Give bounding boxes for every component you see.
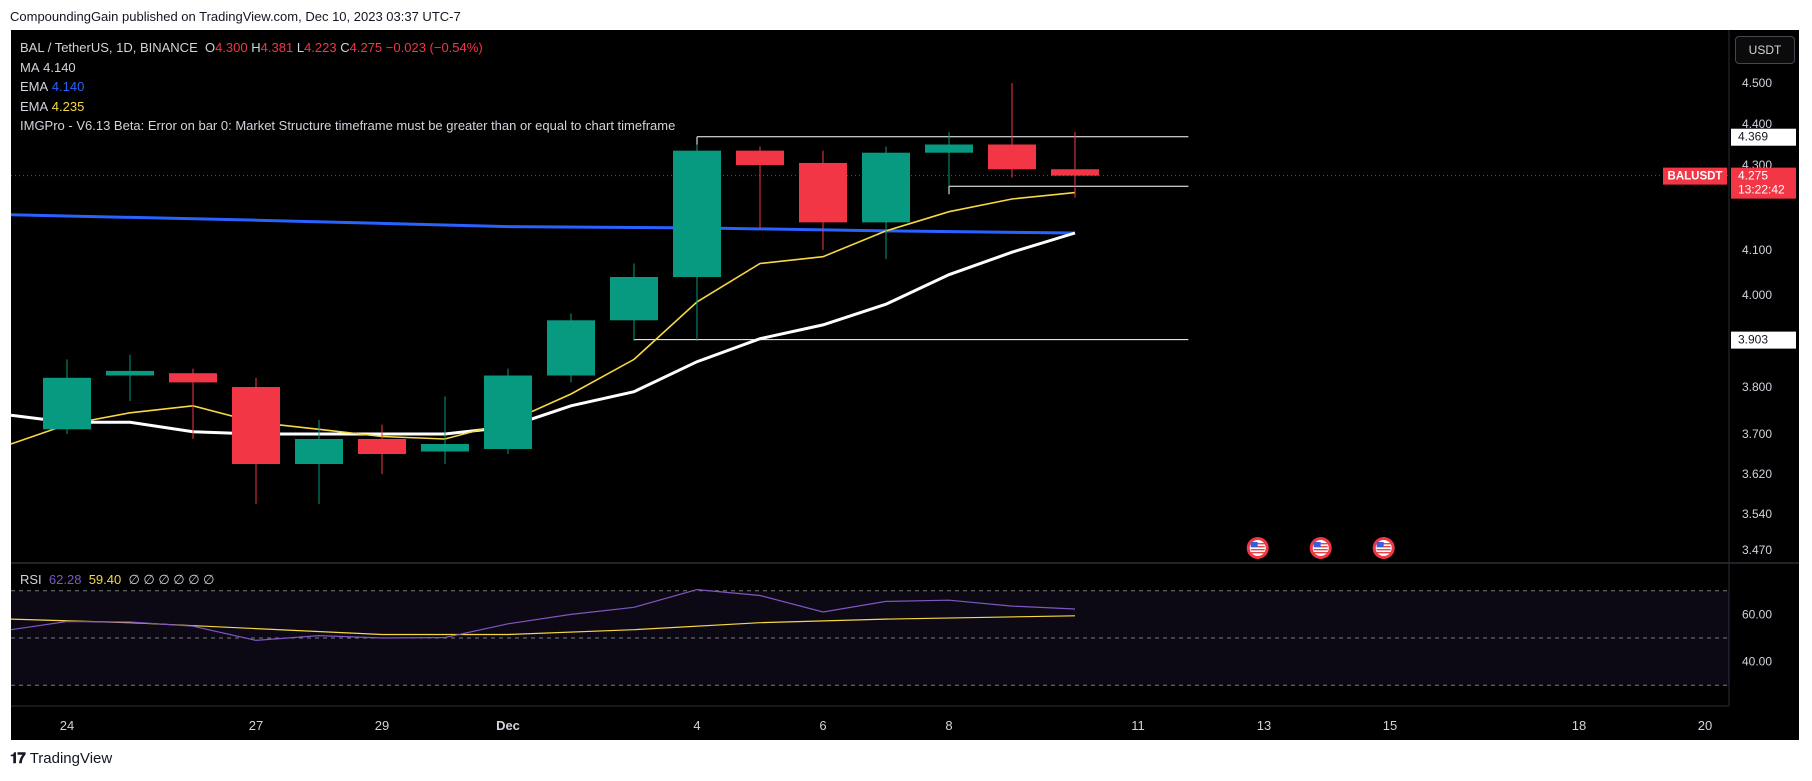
ema2-label: EMA — [20, 98, 49, 114]
time-tick-label: 15 — [1383, 718, 1397, 733]
time-tick-label: 24 — [60, 718, 74, 733]
price-tick-label: 4.100 — [1742, 243, 1772, 257]
price-label-bg-0 — [1731, 128, 1796, 146]
rsi-tick-label: 40.00 — [1742, 655, 1772, 669]
price-label-bg-3 — [1731, 167, 1796, 185]
ohlc-row: BAL / TetherUS, 1D, BINANCE O4.300 H4.38… — [20, 38, 675, 58]
price-label-bg-2 — [1731, 331, 1796, 349]
price-tick-label: 3.470 — [1742, 543, 1772, 557]
imgpro-error: IMGPro - V6.13 Beta: Error on bar 0: Mar… — [20, 118, 676, 133]
candle-body-4[interactable] — [295, 439, 343, 464]
time-tick-label: 13 — [1257, 718, 1271, 733]
ema2-row[interactable]: EMA 4.235 — [20, 97, 675, 117]
candle-body-11[interactable] — [736, 150, 784, 165]
ma-row[interactable]: MA 4.140 — [20, 58, 675, 78]
rsi-label: RSI — [20, 572, 42, 587]
change-value: −0.023 (−0.54%) — [385, 40, 483, 55]
price-tick-label: 3.700 — [1742, 427, 1772, 441]
price-tick-label: 3.800 — [1742, 380, 1772, 394]
price-label-bg-4 — [1731, 181, 1796, 199]
candle-body-6[interactable] — [421, 444, 469, 452]
time-tick-label: 29 — [375, 718, 389, 733]
candle-body-14[interactable] — [925, 144, 973, 153]
ema2-value: 4.235 — [51, 98, 85, 114]
time-tick-label: Dec — [496, 718, 520, 733]
ma-label: MA — [20, 59, 40, 75]
ma-line[interactable] — [10, 213, 1076, 235]
imgpro-row[interactable]: IMGPro - V6.13 Beta: Error on bar 0: Mar… — [20, 116, 675, 136]
open-label: O — [204, 40, 216, 55]
time-tick-label: 4 — [693, 718, 700, 733]
candle-body-10[interactable] — [673, 150, 721, 277]
rsi-tick-label: 60.00 — [1742, 607, 1772, 621]
ema-slow-line[interactable] — [10, 231, 1076, 436]
time-tick-label: 27 — [249, 718, 263, 733]
close-label: C — [340, 40, 350, 55]
candle-body-9[interactable] — [610, 277, 658, 321]
low-label: L — [296, 40, 305, 55]
candle-body-12[interactable] — [799, 162, 847, 223]
rsi-extra-values: ∅ ∅ ∅ ∅ ∅ ∅ — [128, 572, 215, 587]
time-tick-label: 8 — [945, 718, 952, 733]
ema1-label: EMA — [20, 79, 49, 94]
price-label-2: 3.903 — [1738, 333, 1768, 347]
candle-body-3[interactable] — [232, 387, 280, 464]
high-label: H — [251, 40, 261, 55]
price-legend: BAL / TetherUS, 1D, BINANCE O4.300 H4.38… — [20, 38, 675, 136]
candle-body-16[interactable] — [1051, 169, 1099, 176]
us-flag-icon[interactable] — [1309, 537, 1332, 559]
price-tick-label: 4.000 — [1742, 288, 1772, 302]
candle-body-7[interactable] — [484, 375, 532, 450]
candle-body-1[interactable] — [106, 370, 154, 376]
ema1-value: 4.140 — [51, 79, 85, 94]
us-flag-icon[interactable] — [1372, 537, 1395, 559]
ema1-row[interactable]: EMA 4.140 — [20, 77, 675, 97]
price-tick-label: 4.400 — [1742, 117, 1772, 131]
tradingview-logo-icon: 𝟏𝟕 — [10, 750, 26, 767]
publisher-line: CompoundingGain published on TradingView… — [10, 9, 461, 24]
time-tick-label: 6 — [819, 718, 826, 733]
ma-value: 4.140 — [43, 59, 76, 75]
footer-brand[interactable]: 𝟏𝟕 TradingView — [10, 750, 112, 767]
price-label-0: 4.369 — [1738, 130, 1768, 144]
symbol-title[interactable]: BAL / TetherUS, 1D, BINANCE — [20, 40, 198, 55]
footer-brand-label: TradingView — [29, 750, 113, 767]
time-tick-label: 20 — [1698, 718, 1712, 733]
ema-fast-line[interactable] — [10, 191, 1076, 445]
symbol-tag-bg — [1663, 167, 1727, 185]
rsi-line[interactable] — [10, 588, 1076, 642]
price-tick-label: 3.540 — [1742, 507, 1772, 521]
symbol-tag: BALUSDT — [1668, 171, 1723, 183]
low-value: 4.223 — [304, 40, 337, 55]
price-label-3: 4.275 — [1738, 169, 1768, 183]
open-value: 4.300 — [215, 40, 248, 55]
candle-body-8[interactable] — [547, 320, 595, 376]
candle-body-2[interactable] — [169, 373, 217, 383]
rsi-ma-value: 59.40 — [88, 572, 122, 587]
candle-body-5[interactable] — [358, 439, 406, 454]
price-tick-label: 4.500 — [1742, 76, 1772, 90]
high-value: 4.381 — [260, 40, 294, 55]
price-label-4: 13:22:42 — [1738, 183, 1785, 197]
rsi-legend[interactable]: RSI 62.28 59.40 ∅ ∅ ∅ ∅ ∅ ∅ — [20, 572, 214, 588]
candle-body-15[interactable] — [988, 144, 1036, 170]
chart-frame[interactable] — [11, 30, 1799, 740]
price-tick-label: 3.620 — [1742, 467, 1772, 481]
time-tick-label: 11 — [1131, 718, 1145, 733]
candle-body-0[interactable] — [43, 377, 91, 430]
candle-body-13[interactable] — [862, 152, 910, 223]
us-flag-icon[interactable] — [1246, 537, 1269, 559]
currency-button[interactable]: USDT — [1735, 36, 1795, 64]
time-tick-label: 18 — [1572, 718, 1586, 733]
rsi-value: 62.28 — [48, 572, 82, 587]
close-value: 4.275 — [349, 40, 383, 55]
